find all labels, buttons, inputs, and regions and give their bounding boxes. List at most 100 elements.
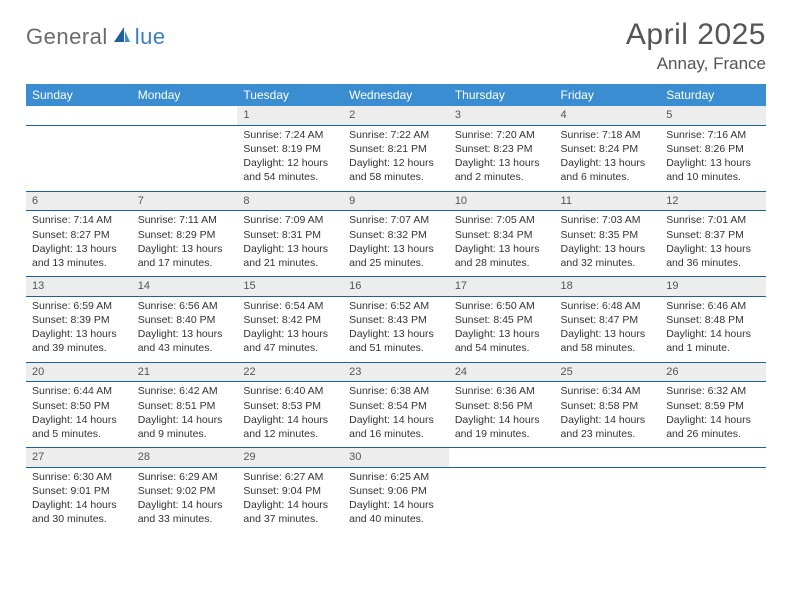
sunrise-line: Sunrise: 6:25 AM [349, 470, 443, 484]
page-title: April 2025 [626, 18, 766, 52]
sunset-line: Sunset: 8:54 PM [349, 399, 443, 413]
daylight-line: Daylight: 13 hours and 43 minutes. [138, 327, 232, 355]
day-info-cell [132, 125, 238, 191]
day-number-cell: 20 [26, 362, 132, 382]
sunset-line: Sunset: 8:32 PM [349, 228, 443, 242]
daylight-line: Daylight: 13 hours and 51 minutes. [349, 327, 443, 355]
sunrise-line: Sunrise: 6:40 AM [243, 384, 337, 398]
day-info-cell: Sunrise: 7:11 AMSunset: 8:29 PMDaylight:… [132, 211, 238, 277]
daylight-line: Daylight: 13 hours and 58 minutes. [561, 327, 655, 355]
sunrise-line: Sunrise: 6:56 AM [138, 299, 232, 313]
day-number-cell: 2 [343, 106, 449, 125]
day-number-cell: 14 [132, 277, 238, 297]
sunrise-line: Sunrise: 6:50 AM [455, 299, 549, 313]
day-info-cell: Sunrise: 6:56 AMSunset: 8:40 PMDaylight:… [132, 296, 238, 362]
day-info-cell: Sunrise: 6:32 AMSunset: 8:59 PMDaylight:… [660, 382, 766, 448]
day-info-cell: Sunrise: 6:50 AMSunset: 8:45 PMDaylight:… [449, 296, 555, 362]
daylight-line: Daylight: 14 hours and 33 minutes. [138, 498, 232, 526]
day-info-cell: Sunrise: 7:18 AMSunset: 8:24 PMDaylight:… [555, 125, 661, 191]
sunrise-line: Sunrise: 7:24 AM [243, 128, 337, 142]
sunrise-line: Sunrise: 7:05 AM [455, 213, 549, 227]
daylight-line: Daylight: 14 hours and 1 minute. [666, 327, 760, 355]
daylight-line: Daylight: 13 hours and 6 minutes. [561, 156, 655, 184]
daylight-line: Daylight: 13 hours and 28 minutes. [455, 242, 549, 270]
daylight-line: Daylight: 13 hours and 47 minutes. [243, 327, 337, 355]
day-info-cell [660, 467, 766, 532]
sunrise-line: Sunrise: 7:14 AM [32, 213, 126, 227]
sunset-line: Sunset: 8:43 PM [349, 313, 443, 327]
weekday-header: Thursday [449, 84, 555, 106]
daylight-line: Daylight: 14 hours and 30 minutes. [32, 498, 126, 526]
logo-sail-icon [112, 25, 132, 50]
daynum-row: 20212223242526 [26, 362, 766, 382]
day-info-cell: Sunrise: 7:05 AMSunset: 8:34 PMDaylight:… [449, 211, 555, 277]
sunset-line: Sunset: 8:19 PM [243, 142, 337, 156]
day-number-cell: 8 [237, 191, 343, 211]
weekday-header: Saturday [660, 84, 766, 106]
day-info-cell: Sunrise: 6:42 AMSunset: 8:51 PMDaylight:… [132, 382, 238, 448]
sunrise-line: Sunrise: 6:54 AM [243, 299, 337, 313]
sunset-line: Sunset: 8:47 PM [561, 313, 655, 327]
day-number-cell: 3 [449, 106, 555, 125]
day-number-cell: 5 [660, 106, 766, 125]
day-number-cell: 11 [555, 191, 661, 211]
sunset-line: Sunset: 8:21 PM [349, 142, 443, 156]
daylight-line: Daylight: 14 hours and 37 minutes. [243, 498, 337, 526]
day-info-cell: Sunrise: 6:30 AMSunset: 9:01 PMDaylight:… [26, 467, 132, 532]
sunrise-line: Sunrise: 7:20 AM [455, 128, 549, 142]
sunrise-line: Sunrise: 6:42 AM [138, 384, 232, 398]
day-number-cell: 26 [660, 362, 766, 382]
daylight-line: Daylight: 14 hours and 40 minutes. [349, 498, 443, 526]
sunset-line: Sunset: 9:06 PM [349, 484, 443, 498]
day-number-cell [132, 106, 238, 125]
sunrise-line: Sunrise: 6:32 AM [666, 384, 760, 398]
day-info-cell: Sunrise: 6:46 AMSunset: 8:48 PMDaylight:… [660, 296, 766, 362]
day-number-cell: 6 [26, 191, 132, 211]
sunset-line: Sunset: 8:42 PM [243, 313, 337, 327]
sunset-line: Sunset: 8:53 PM [243, 399, 337, 413]
daylight-line: Daylight: 13 hours and 54 minutes. [455, 327, 549, 355]
logo-text-blue: lue [135, 24, 166, 50]
sunset-line: Sunset: 8:34 PM [455, 228, 549, 242]
weekday-header: Sunday [26, 84, 132, 106]
daylight-line: Daylight: 13 hours and 39 minutes. [32, 327, 126, 355]
daylight-line: Daylight: 14 hours and 16 minutes. [349, 413, 443, 441]
sunset-line: Sunset: 8:51 PM [138, 399, 232, 413]
day-info-cell [26, 125, 132, 191]
daynum-row: 13141516171819 [26, 277, 766, 297]
day-info-cell: Sunrise: 6:27 AMSunset: 9:04 PMDaylight:… [237, 467, 343, 532]
daylight-line: Daylight: 13 hours and 13 minutes. [32, 242, 126, 270]
sunrise-line: Sunrise: 6:36 AM [455, 384, 549, 398]
day-info-cell: Sunrise: 6:34 AMSunset: 8:58 PMDaylight:… [555, 382, 661, 448]
day-info-cell: Sunrise: 6:44 AMSunset: 8:50 PMDaylight:… [26, 382, 132, 448]
day-info-cell: Sunrise: 7:24 AMSunset: 8:19 PMDaylight:… [237, 125, 343, 191]
sunrise-line: Sunrise: 6:46 AM [666, 299, 760, 313]
day-info-cell: Sunrise: 6:54 AMSunset: 8:42 PMDaylight:… [237, 296, 343, 362]
sunrise-line: Sunrise: 6:44 AM [32, 384, 126, 398]
logo: General lue [26, 24, 166, 50]
sunset-line: Sunset: 8:24 PM [561, 142, 655, 156]
day-info-cell: Sunrise: 7:03 AMSunset: 8:35 PMDaylight:… [555, 211, 661, 277]
day-info-cell: Sunrise: 6:40 AMSunset: 8:53 PMDaylight:… [237, 382, 343, 448]
daylight-line: Daylight: 13 hours and 36 minutes. [666, 242, 760, 270]
sunrise-line: Sunrise: 7:18 AM [561, 128, 655, 142]
sunset-line: Sunset: 9:02 PM [138, 484, 232, 498]
sunrise-line: Sunrise: 6:59 AM [32, 299, 126, 313]
daylight-line: Daylight: 12 hours and 54 minutes. [243, 156, 337, 184]
sunset-line: Sunset: 8:50 PM [32, 399, 126, 413]
day-info-cell: Sunrise: 6:52 AMSunset: 8:43 PMDaylight:… [343, 296, 449, 362]
weekday-header: Wednesday [343, 84, 449, 106]
info-row: Sunrise: 7:14 AMSunset: 8:27 PMDaylight:… [26, 211, 766, 277]
sunrise-line: Sunrise: 7:09 AM [243, 213, 337, 227]
sunset-line: Sunset: 8:27 PM [32, 228, 126, 242]
daynum-row: 6789101112 [26, 191, 766, 211]
sunrise-line: Sunrise: 6:29 AM [138, 470, 232, 484]
sunrise-line: Sunrise: 7:22 AM [349, 128, 443, 142]
day-info-cell: Sunrise: 7:07 AMSunset: 8:32 PMDaylight:… [343, 211, 449, 277]
day-info-cell [555, 467, 661, 532]
day-info-cell: Sunrise: 6:29 AMSunset: 9:02 PMDaylight:… [132, 467, 238, 532]
location-label: Annay, France [626, 54, 766, 74]
day-number-cell: 21 [132, 362, 238, 382]
daylight-line: Daylight: 13 hours and 2 minutes. [455, 156, 549, 184]
day-number-cell [660, 448, 766, 468]
